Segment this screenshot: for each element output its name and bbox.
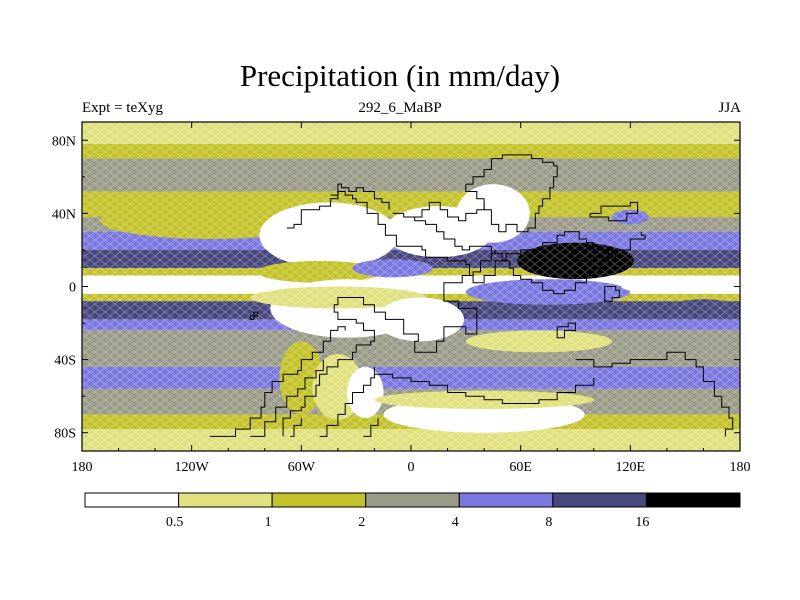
coastline-6 bbox=[249, 311, 258, 320]
colorbar-box-5 bbox=[552, 492, 647, 508]
coastline-2 bbox=[250, 359, 324, 437]
colorbar: 0.5 1 2 4 8 16 bbox=[84, 492, 741, 530]
colorbar-box-3 bbox=[365, 492, 460, 508]
colorbar-label-4: 8 bbox=[545, 515, 552, 530]
colorbar-box-0 bbox=[84, 492, 180, 508]
colorbar-box-4 bbox=[458, 492, 554, 508]
x-tick-label-0: 180 bbox=[72, 460, 93, 475]
colorbar-label-0: 0.5 bbox=[166, 515, 184, 530]
y-tick-label-1: 40N bbox=[52, 207, 76, 222]
y-tick-label-2: 0 bbox=[69, 281, 76, 296]
coastline-14 bbox=[604, 286, 620, 302]
x-tick-label-3: 0 bbox=[408, 460, 415, 475]
colorbar-box-2 bbox=[271, 492, 367, 508]
coastline-11 bbox=[411, 201, 485, 222]
coastline-15 bbox=[556, 322, 576, 339]
coastline-17 bbox=[374, 373, 595, 404]
chart-subtitle-right: JJA bbox=[718, 100, 741, 116]
colorbar-box-6 bbox=[645, 492, 741, 508]
x-tick-label-4: 60E bbox=[509, 460, 532, 475]
coastline-9 bbox=[392, 212, 617, 295]
coastline-8 bbox=[330, 183, 390, 210]
coastline-1 bbox=[209, 326, 346, 437]
coastline-10 bbox=[465, 154, 558, 233]
colorbar-label-5: 16 bbox=[635, 515, 649, 530]
coastline-5 bbox=[363, 418, 379, 437]
coastline-7 bbox=[286, 191, 496, 276]
chart-subtitle-center: 292_6_MaBP bbox=[358, 100, 442, 116]
y-tick-label-3: 40S bbox=[54, 354, 76, 369]
axis-ticks: 180 120W 60W 0 60E 120E 180 80N 40N 0 40S 80S bbox=[52, 122, 751, 475]
coastline-13 bbox=[571, 245, 609, 262]
coastline-group bbox=[209, 154, 734, 437]
x-tick-label-2: 60W bbox=[288, 460, 316, 475]
chart-subtitle-left: Expt = teXyg bbox=[82, 100, 163, 116]
coastline-16 bbox=[575, 351, 734, 437]
x-tick-label-5: 120E bbox=[616, 460, 646, 475]
chart-title: Precipitation (in mm/day) bbox=[239, 58, 561, 93]
x-tick-label-6: 180 bbox=[730, 460, 751, 475]
colorbar-label-2: 2 bbox=[358, 515, 365, 530]
colorbar-label-3: 4 bbox=[452, 515, 459, 530]
x-tick-label-1: 120W bbox=[175, 460, 210, 475]
y-tick-label-4: 80S bbox=[54, 427, 76, 442]
colorbar-box-1 bbox=[178, 492, 273, 508]
coastline-0 bbox=[282, 231, 646, 437]
y-tick-label-0: 80N bbox=[52, 134, 76, 149]
hatch-overlay bbox=[82, 122, 740, 451]
coastline-12 bbox=[589, 201, 639, 222]
coastline-4 bbox=[290, 418, 302, 437]
coastline-3 bbox=[319, 366, 375, 437]
colorbar-label-1: 1 bbox=[265, 515, 272, 530]
